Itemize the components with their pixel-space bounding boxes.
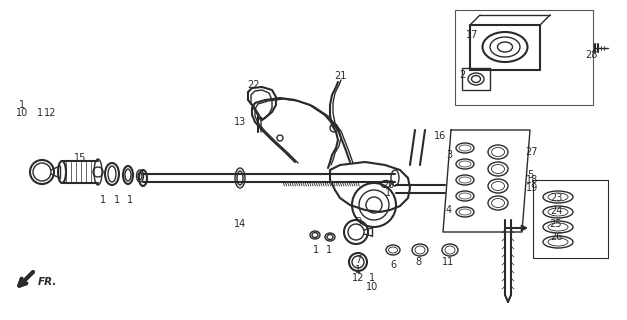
Text: 1: 1 [369, 273, 375, 283]
Text: 14: 14 [234, 219, 246, 229]
Text: 28: 28 [585, 50, 597, 60]
Text: 19: 19 [526, 183, 538, 193]
Text: 12: 12 [352, 273, 364, 283]
Text: 11: 11 [442, 257, 454, 267]
Text: 5: 5 [527, 170, 533, 180]
Text: 1: 1 [100, 195, 106, 205]
Text: 26: 26 [550, 232, 562, 242]
Text: 1: 1 [127, 195, 133, 205]
Text: 7: 7 [355, 255, 361, 265]
Text: 23: 23 [550, 193, 562, 203]
Text: 21: 21 [334, 71, 346, 81]
Text: 1: 1 [19, 100, 25, 110]
Text: 12: 12 [44, 108, 56, 118]
Text: 10: 10 [16, 108, 28, 118]
Text: 27: 27 [526, 147, 538, 157]
Text: 15: 15 [74, 153, 86, 163]
Text: 22: 22 [247, 80, 259, 90]
Text: 1: 1 [385, 188, 391, 198]
Text: 1: 1 [114, 195, 120, 205]
Bar [462, 68, 490, 90]
Text: 18: 18 [526, 175, 538, 185]
Text: 8: 8 [415, 257, 421, 267]
Text: 4: 4 [446, 205, 452, 215]
Text: 3: 3 [446, 150, 452, 160]
Text: 1: 1 [37, 108, 43, 118]
Text: 13: 13 [234, 117, 246, 127]
Text: 9: 9 [355, 217, 361, 227]
Text: 17: 17 [466, 30, 478, 40]
Text: 2: 2 [459, 70, 465, 80]
Text: 16: 16 [434, 131, 446, 141]
Text: 20: 20 [382, 180, 394, 190]
Text: 24: 24 [550, 206, 562, 216]
Bar [455, 10, 593, 105]
Text: 1: 1 [313, 245, 319, 255]
Text: 10: 10 [366, 282, 378, 292]
Text: 6: 6 [390, 260, 396, 270]
Text: 25: 25 [550, 219, 562, 229]
Text: 1: 1 [326, 245, 332, 255]
Text: 1: 1 [355, 265, 361, 275]
Text: FR.: FR. [38, 277, 58, 287]
